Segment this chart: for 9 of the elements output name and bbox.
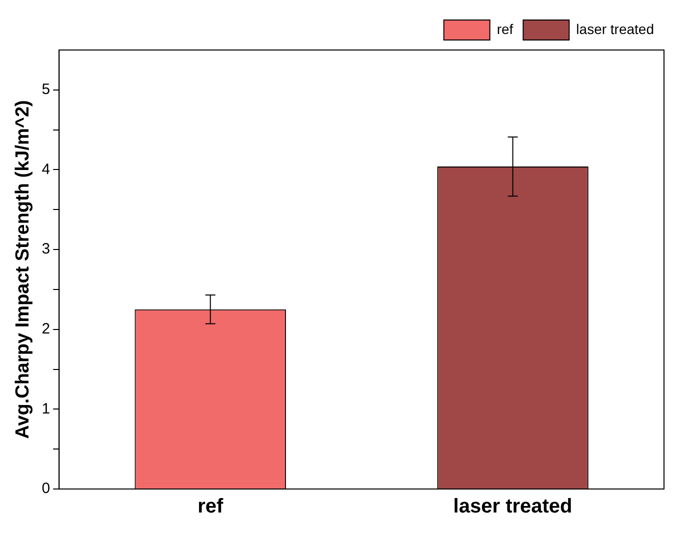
y-tick-label: 3 [42,240,50,258]
y-tick-label: 2 [42,320,50,338]
legend-label: laser treated [576,20,654,37]
y-tick-label: 0 [42,480,50,498]
legend-label: ref [496,20,514,37]
y-tick-label: 5 [42,81,50,98]
y-tick-label: 1 [42,400,50,418]
y-axis-title: Avg.Charpy Impact Strength (kJ/m^2) [12,100,34,439]
y-tick-label: 4 [42,160,50,178]
